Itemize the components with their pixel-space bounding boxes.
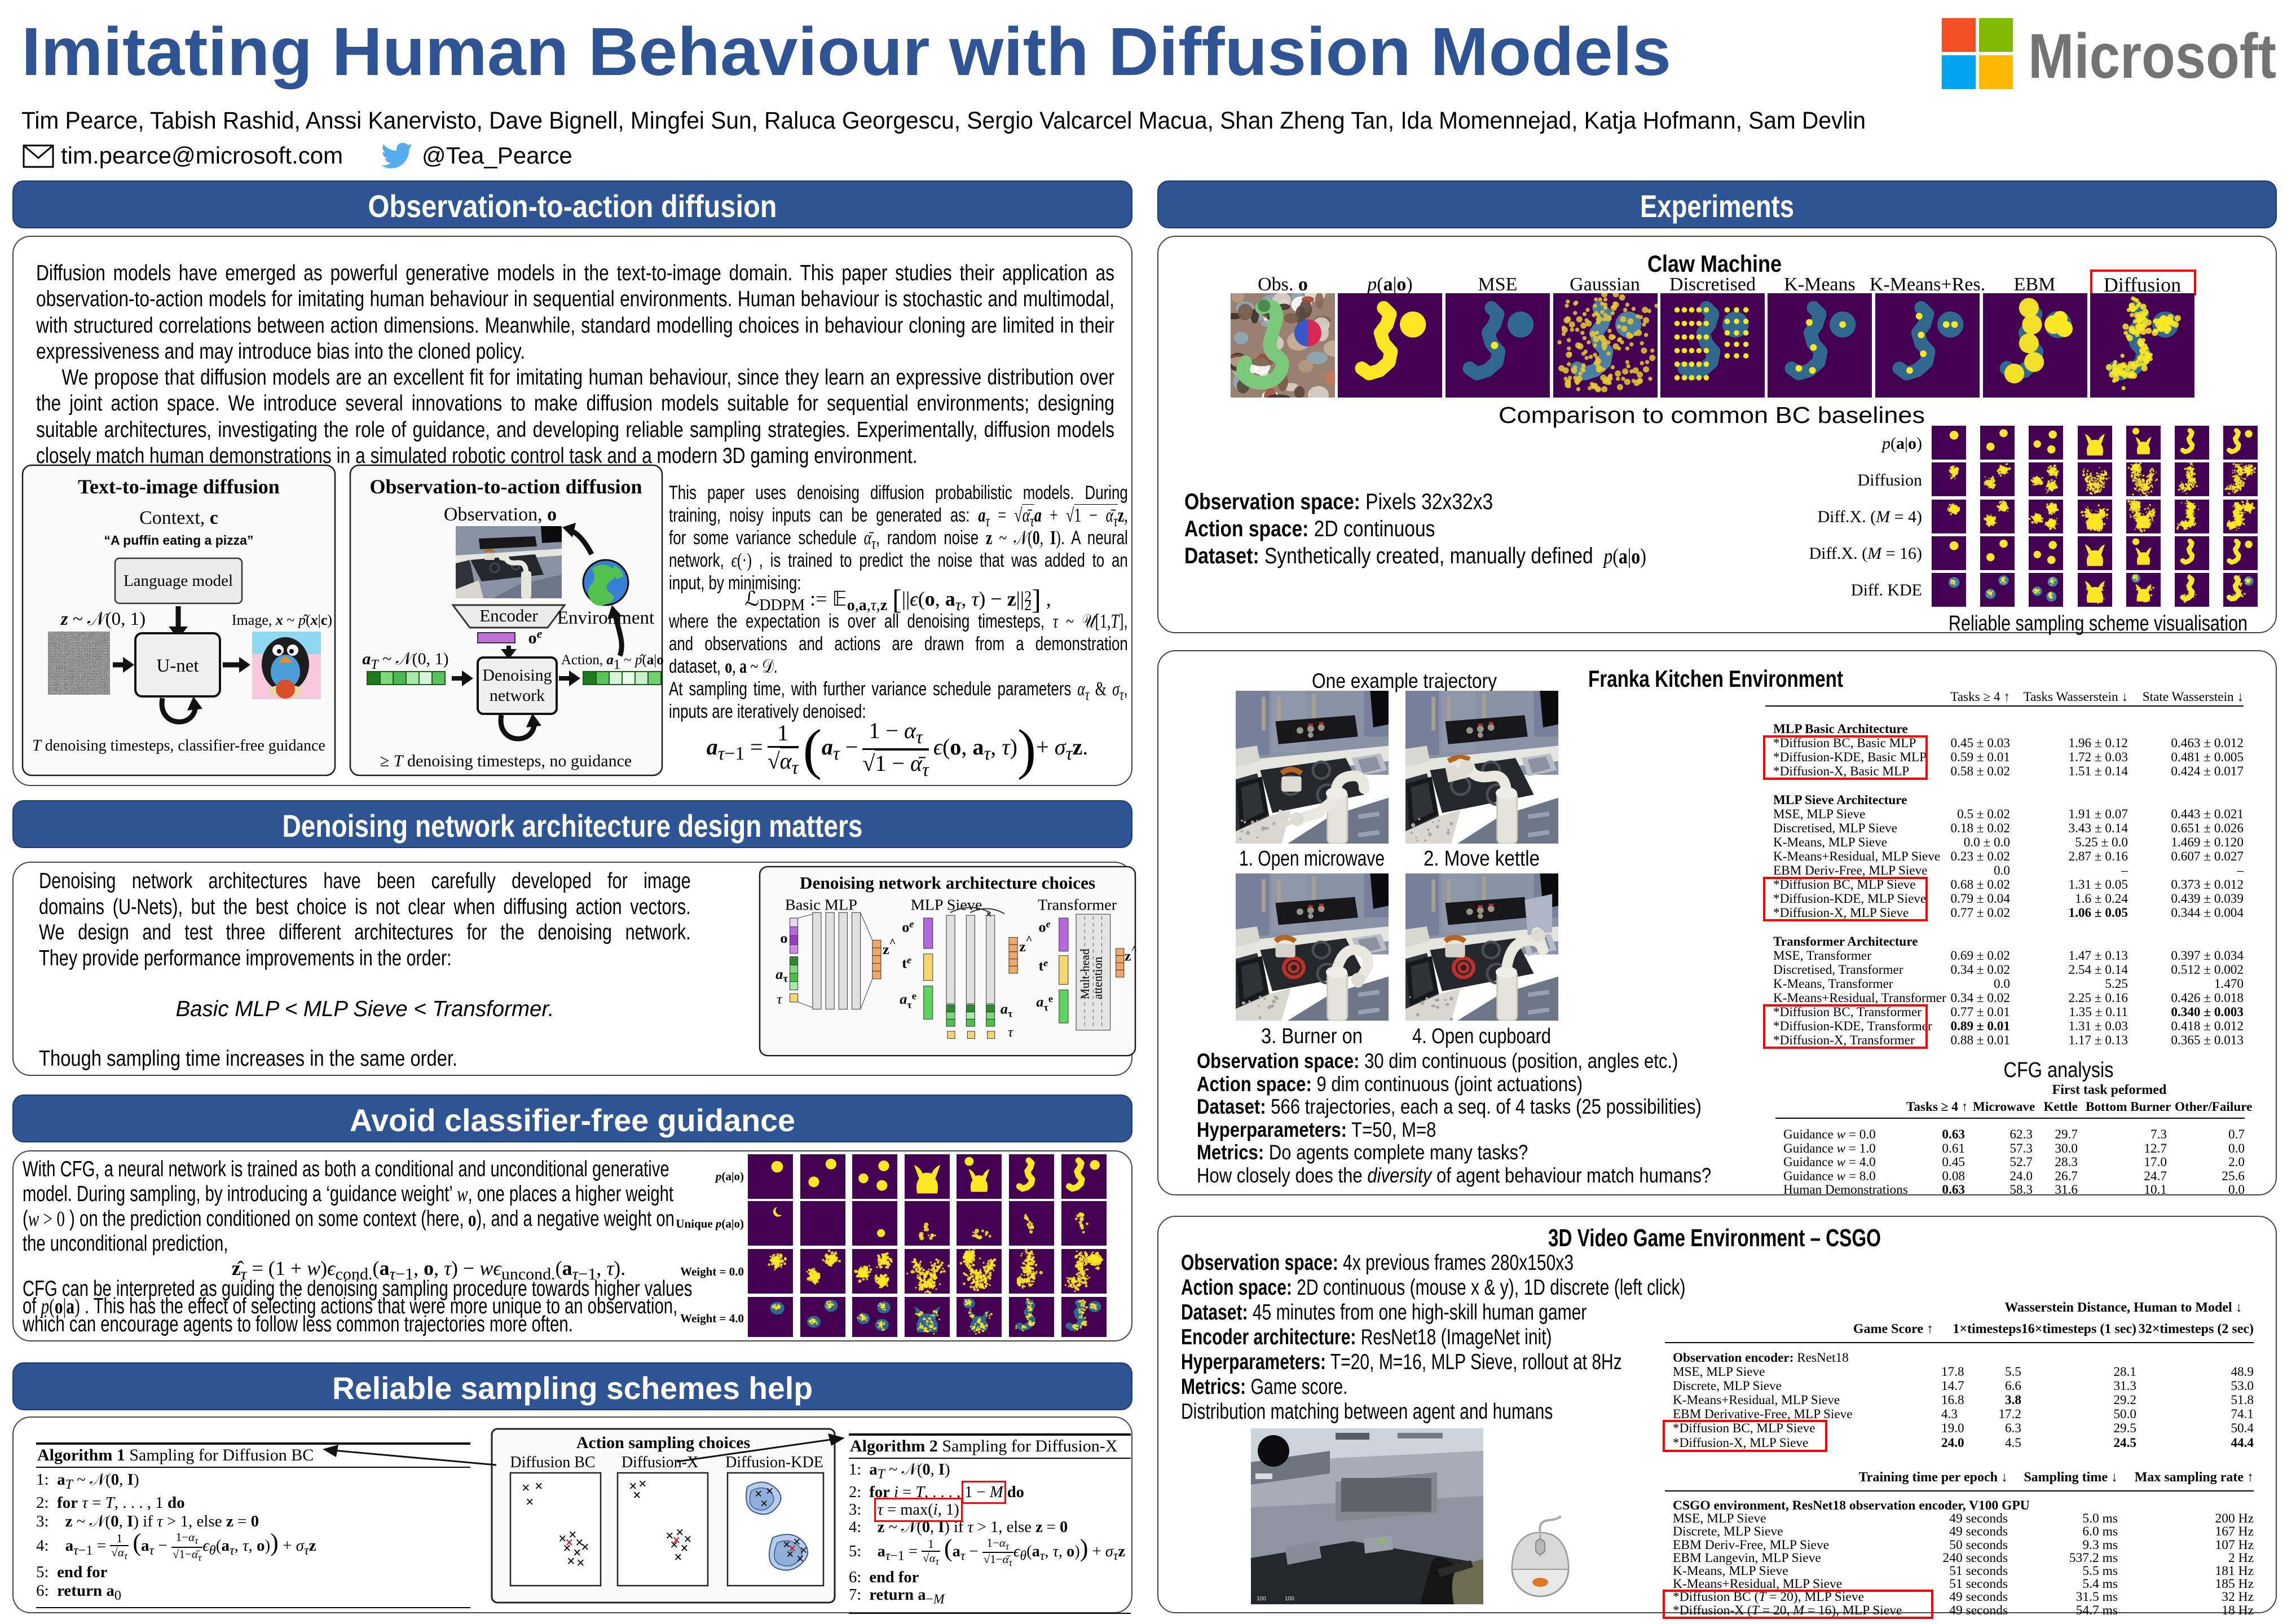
svg-text:×: × xyxy=(755,1487,763,1502)
svg-text:≥ T denoising timesteps, no gu: ≥ T denoising timesteps, no guidance xyxy=(380,752,632,770)
svg-text:×: × xyxy=(788,1542,796,1556)
svg-text:×: × xyxy=(581,1539,589,1555)
svg-text:Environment: Environment xyxy=(557,608,654,628)
svg-text:z^: z^ xyxy=(1125,944,1136,964)
svg-text:×: × xyxy=(576,1555,585,1571)
svg-text:×: × xyxy=(666,1528,674,1544)
svg-text:network: network xyxy=(490,686,545,705)
svg-text:×: × xyxy=(684,1531,692,1547)
svg-text:×: × xyxy=(535,1478,543,1494)
svg-text:×: × xyxy=(563,1540,571,1556)
svg-text:2. Move kettle: 2. Move kettle xyxy=(1424,847,1540,871)
svg-text:×: × xyxy=(558,1530,567,1547)
svg-text:4. Open cupboard: 4. Open cupboard xyxy=(1412,1025,1551,1048)
svg-text:Basic MLP: Basic MLP xyxy=(785,897,857,914)
svg-text:×: × xyxy=(796,1552,804,1566)
svg-text:One example trajectory: One example trajectory xyxy=(1312,669,1497,692)
svg-text:×: × xyxy=(766,1484,774,1499)
svg-text:×: × xyxy=(674,1549,682,1565)
svg-text:Observation, o: Observation, o xyxy=(444,504,557,525)
svg-text:×: × xyxy=(670,1537,678,1553)
svg-text:Language model: Language model xyxy=(124,572,233,590)
svg-text:CFG analysis: CFG analysis xyxy=(2004,1058,2114,1082)
svg-text:attention: attention xyxy=(1091,957,1104,999)
svg-text:×: × xyxy=(680,1540,689,1556)
svg-text:z ~ 𝒩(0, 1): z ~ 𝒩(0, 1) xyxy=(60,609,146,629)
svg-text:Denoising: Denoising xyxy=(482,666,552,685)
svg-text:o: o xyxy=(780,930,787,947)
svg-text:×: × xyxy=(565,1534,574,1551)
svg-text:aτe: aτe xyxy=(1036,993,1053,1013)
svg-text:×: × xyxy=(676,1524,684,1541)
svg-text:3D Video Game Environment – CS: 3D Video Game Environment – CSGO xyxy=(1548,1224,1881,1252)
svg-text:τ: τ xyxy=(777,991,783,1007)
svg-text:Encoder: Encoder xyxy=(479,606,538,625)
svg-text:×: × xyxy=(573,1544,581,1561)
svg-text:Diffusion BC: Diffusion BC xyxy=(510,1454,595,1471)
svg-text:τ: τ xyxy=(1008,1024,1014,1040)
svg-text:×: × xyxy=(633,1487,641,1503)
svg-text:Context, c: Context, c xyxy=(139,508,218,528)
svg-text:100: 100 xyxy=(1285,1596,1294,1602)
svg-text:Reliable sampling scheme visua: Reliable sampling scheme visualisation xyxy=(1949,612,2247,636)
svg-text:Reliable sampling schemes help: Reliable sampling schemes help xyxy=(332,1370,813,1406)
svg-text:×: × xyxy=(793,1535,801,1550)
svg-text:×: × xyxy=(783,1538,791,1552)
svg-text:T denoising timesteps, classif: T denoising timesteps, classifier-free g… xyxy=(32,737,325,754)
svg-text:Observation-to-action diffusio: Observation-to-action diffusion xyxy=(368,188,777,224)
svg-text:×: × xyxy=(569,1526,577,1543)
svg-text:Franka Kitchen Environment: Franka Kitchen Environment xyxy=(1588,665,1843,692)
svg-text:aT ~ 𝒩(0, 1): aT ~ 𝒩(0, 1) xyxy=(362,650,448,672)
svg-text:z^: z^ xyxy=(1019,934,1032,954)
svg-text:×: × xyxy=(800,1543,808,1558)
svg-text:“A puffin eating a pizza”: “A puffin eating a pizza” xyxy=(104,533,254,548)
svg-text:Avoid classifier-free guidance: Avoid classifier-free guidance xyxy=(350,1102,795,1138)
svg-text:MLP Sieve: MLP Sieve xyxy=(911,897,982,914)
svg-text:×: × xyxy=(760,1497,768,1511)
svg-text:Diffusion-KDE: Diffusion-KDE xyxy=(725,1454,823,1471)
svg-text:Denoising network architecture: Denoising network architecture design ma… xyxy=(283,808,863,844)
svg-text:Action sampling choices: Action sampling choices xyxy=(576,1433,750,1452)
svg-text:Mult-head: Mult-head xyxy=(1078,948,1092,999)
svg-text:U-net: U-net xyxy=(156,656,199,676)
svg-text:3. Burner on: 3. Burner on xyxy=(1261,1025,1363,1048)
svg-text:Imitating Human Behaviour with: Imitating Human Behaviour with Diffusion… xyxy=(21,13,1671,90)
svg-text:Comparison to common BC baseli: Comparison to common BC baselines xyxy=(1499,402,1925,428)
svg-text:Claw Machine: Claw Machine xyxy=(1647,250,1782,277)
svg-text:1. Open microwave: 1. Open microwave xyxy=(1239,847,1385,871)
svg-text:aτ: aτ xyxy=(1001,1001,1013,1019)
svg-text:Text-to-image diffusion: Text-to-image diffusion xyxy=(78,475,280,498)
svg-text:×: × xyxy=(575,1534,584,1551)
svg-text:Image, x ~ p̂(x|c): Image, x ~ p̂(x|c) xyxy=(232,612,332,628)
svg-text:Diffusion-X: Diffusion-X xyxy=(622,1454,698,1471)
svg-text:100: 100 xyxy=(1257,1596,1266,1602)
svg-text:Experiments: Experiments xyxy=(1640,188,1794,224)
svg-text:Tim Pearce, Tabish Rashid, Ans: Tim Pearce, Tabish Rashid, Anssi Kanervi… xyxy=(21,108,1866,134)
svg-text:aτe: aτe xyxy=(900,990,916,1010)
svg-text:×: × xyxy=(526,1494,534,1510)
svg-text:×: × xyxy=(638,1476,647,1492)
svg-text:×: × xyxy=(672,1532,681,1548)
svg-text:z^: z^ xyxy=(883,937,896,957)
svg-text:×: × xyxy=(786,1547,794,1562)
svg-text:Microsoft: Microsoft xyxy=(2028,21,2276,91)
svg-text:Transformer: Transformer xyxy=(1038,897,1117,914)
svg-text:×: × xyxy=(522,1480,530,1496)
svg-text:×: × xyxy=(629,1478,637,1494)
svg-text:Denoising network architecture: Denoising network architecture choices xyxy=(800,874,1095,893)
svg-text:×: × xyxy=(567,1553,575,1569)
svg-text:Observation-to-action diffusio: Observation-to-action diffusion xyxy=(369,475,642,498)
svg-text:aτ: aτ xyxy=(775,966,788,985)
